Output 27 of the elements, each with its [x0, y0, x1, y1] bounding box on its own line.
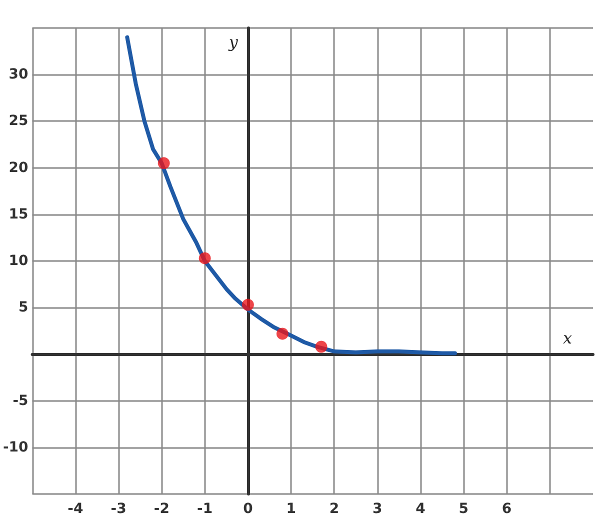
x-tick-label: 3	[372, 501, 382, 516]
y-tick-label: 15	[8, 206, 28, 222]
x-tick-label: -3	[110, 501, 126, 516]
y-tick-label: 30	[8, 66, 29, 83]
point	[276, 328, 288, 340]
x-tick-label: 6	[502, 501, 512, 516]
point	[198, 252, 211, 264]
x-tick-label: 0	[243, 501, 254, 516]
x-tick-label: 5	[458, 501, 468, 516]
y-tick-label: -5	[12, 392, 28, 409]
x-axis-title: x	[563, 328, 572, 348]
x-tick-label: 1	[286, 501, 296, 516]
x-tick-label: 4	[416, 501, 426, 516]
x-tick-label: -2	[154, 501, 170, 516]
y-tick-label: -10	[2, 439, 29, 456]
point	[242, 298, 254, 311]
point	[158, 157, 170, 170]
x-tick-label: -4	[68, 501, 84, 516]
y-tick-label: 5	[18, 300, 28, 316]
line-series	[125, 35, 457, 356]
x-tick-label: -1	[197, 501, 213, 516]
y-axis-title: y	[228, 32, 239, 52]
y-tick-label: 20	[8, 160, 29, 176]
y-tick-label: 10	[8, 253, 29, 269]
y-tick-label: 25	[8, 113, 28, 130]
point	[315, 340, 328, 353]
x-tick-label: 2	[329, 501, 340, 516]
